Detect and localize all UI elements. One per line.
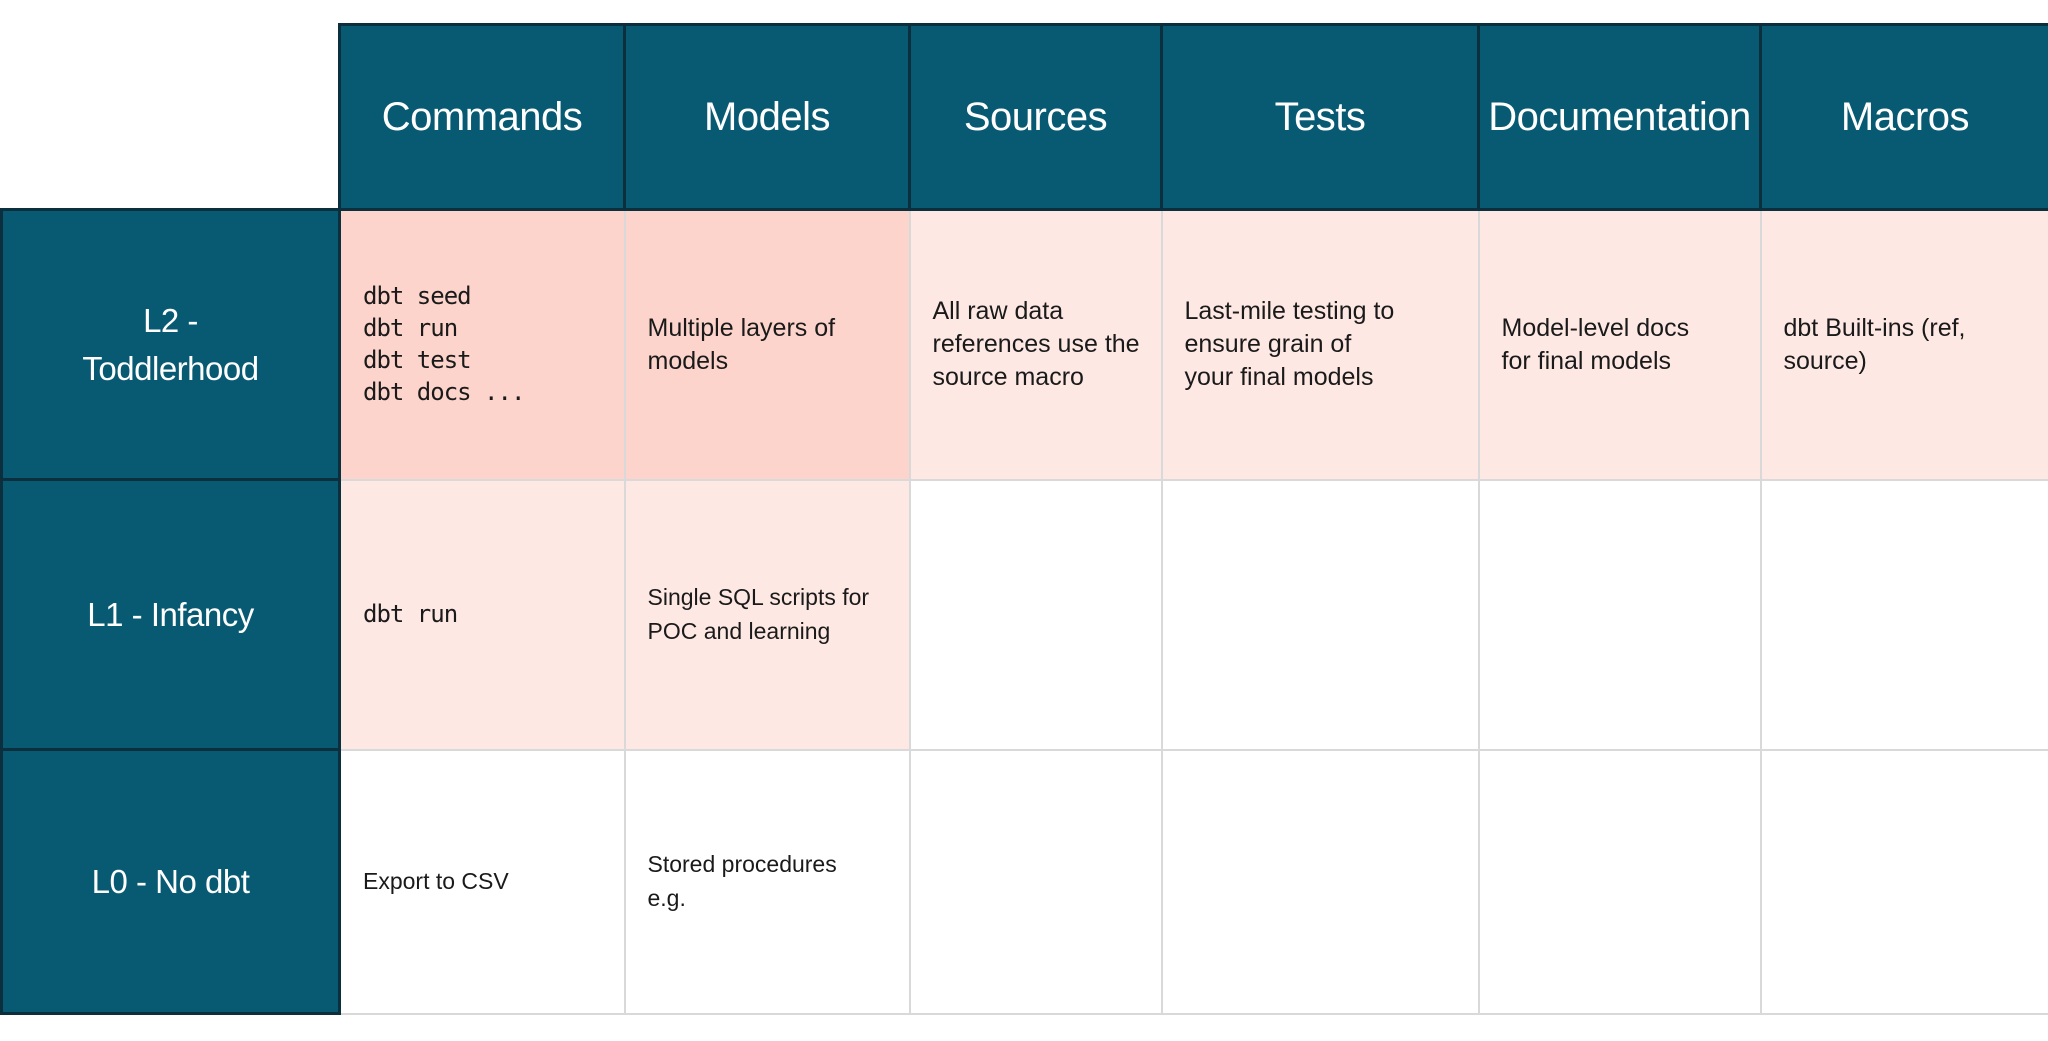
column-header-macros: Macros xyxy=(1761,25,2048,210)
column-header-tests: Tests xyxy=(1162,25,1479,210)
column-header-documentation: Documentation xyxy=(1479,25,1761,210)
cell-l0-documentation xyxy=(1479,750,1761,1014)
cell-l2-sources: All raw data references use the source m… xyxy=(910,210,1162,480)
cell-l1-models: Single SQL scripts for POC and learning xyxy=(625,480,910,750)
cell-l1-commands: dbt run xyxy=(340,480,625,750)
row-l1-infancy: L1 - Infancy dbt run Single SQL scripts … xyxy=(2,480,2048,750)
row-l0-no-dbt: L0 - No dbt Export to CSV Stored procedu… xyxy=(2,750,2048,1014)
column-header-commands: Commands xyxy=(340,25,625,210)
row-header-l1: L1 - Infancy xyxy=(2,480,340,750)
row-header-l2: L2 - Toddlerhood xyxy=(2,210,340,480)
cell-l0-models: Stored procedures e.g. xyxy=(625,750,910,1014)
maturity-table: Commands Models Sources Tests Documentat… xyxy=(0,23,2048,1015)
cell-l1-sources xyxy=(910,480,1162,750)
dbt-maturity-matrix: Commands Models Sources Tests Documentat… xyxy=(0,23,2048,1041)
cell-l2-tests: Last-mile testing to ensure grain of you… xyxy=(1162,210,1479,480)
cell-l0-tests xyxy=(1162,750,1479,1014)
cell-l1-documentation xyxy=(1479,480,1761,750)
cell-l0-macros xyxy=(1761,750,2048,1014)
cell-l2-models: Multiple layers of models xyxy=(625,210,910,480)
header-row: Commands Models Sources Tests Documentat… xyxy=(2,25,2048,210)
cell-l2-commands: dbt seed dbt run dbt test dbt docs ... xyxy=(340,210,625,480)
cell-l0-commands: Export to CSV xyxy=(340,750,625,1014)
column-header-sources: Sources xyxy=(910,25,1162,210)
cell-l2-macros: dbt Built-ins (ref, source) xyxy=(1761,210,2048,480)
row-header-l0: L0 - No dbt xyxy=(2,750,340,1014)
cell-l0-sources xyxy=(910,750,1162,1014)
cell-l1-tests xyxy=(1162,480,1479,750)
column-header-models: Models xyxy=(625,25,910,210)
corner-spacer xyxy=(2,25,340,210)
row-l2-toddlerhood: L2 - Toddlerhood dbt seed dbt run dbt te… xyxy=(2,210,2048,480)
cell-l2-documentation: Model-level docs for final models xyxy=(1479,210,1761,480)
cell-l1-macros xyxy=(1761,480,2048,750)
